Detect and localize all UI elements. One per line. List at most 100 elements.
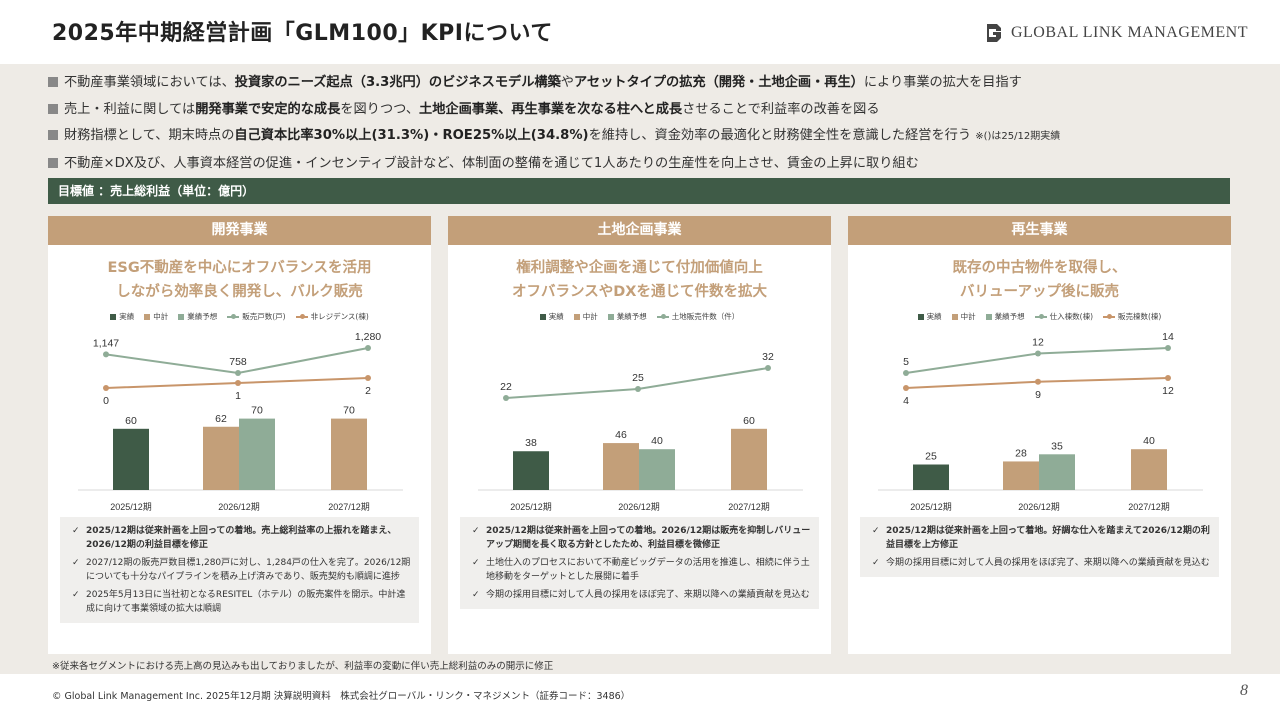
legend-line-icon (227, 313, 240, 319)
line-value-label: 9 (1035, 389, 1041, 401)
chart-legend: 実績 中計 業績予想 販売戸数(戸) 非レジデンス(棟) (48, 311, 431, 322)
line-point (235, 370, 241, 376)
note-text: 今期の採用目標に対して人員の採用をほぼ完了、来期以降への業績貢献を見込む (886, 558, 1210, 568)
legend-label: 実績 (548, 312, 564, 321)
x-tick-label: 2025/12期 (910, 502, 952, 512)
bullet-emphasis: 開発事業で安定的な成長 (195, 101, 341, 117)
line-value-label: 4 (903, 395, 909, 407)
panel-subtitle: 既存の中古物件を取得し、 バリューアップ後に販売 (848, 256, 1231, 304)
x-tick-label: 2025/12期 (510, 502, 552, 512)
checkmark-icon: ✓ (472, 558, 480, 568)
chart-renovation: 25 2025/12期 28 35 2026/12期 40 2027/12期 5 12 14 4 9 1… (878, 331, 1203, 512)
summary-bullets: 不動産事業領域においては、投資家のニーズ起点（3.3兆円）のビジネスモデル構築や… (48, 70, 1258, 177)
checkmark-icon: ✓ (472, 590, 480, 600)
bar (1131, 449, 1167, 490)
legend-swatch (951, 313, 958, 320)
x-tick-label: 2027/12期 (728, 502, 770, 512)
legend-item: 業績予想 (178, 311, 217, 322)
line-value-label: 32 (762, 351, 774, 363)
line-point (365, 375, 371, 381)
bar-value-label: 40 (651, 435, 663, 447)
target-label-bar: 目標値 ：売上総利益（単位：億円） (48, 178, 1230, 204)
panel-renovation: 再生事業 既存の中古物件を取得し、 バリューアップ後に販売 実績 中計 業績予想 仕入… (848, 216, 1231, 654)
panel-title: 土地企画事業 (448, 216, 831, 245)
legend-line-icon (1103, 313, 1115, 319)
line-value-label: 0 (103, 395, 109, 407)
line-point (903, 370, 909, 376)
checkmark-icon: ✓ (472, 526, 480, 536)
x-tick-label: 2027/12期 (328, 502, 370, 512)
line-point (1165, 375, 1171, 381)
line-point (103, 385, 109, 391)
panel-subtitle: 権利調整や企画を通じて付加価値向上 オフバランスやDXを通じて件数を拡大 (448, 256, 831, 304)
legend-swatch (607, 313, 614, 320)
line-value-label: 14 (1162, 331, 1174, 343)
bar-value-label: 25 (925, 451, 937, 463)
line-value-label: 22 (500, 381, 512, 393)
legend-label: 業績予想 (187, 312, 218, 321)
line-point (1165, 345, 1171, 351)
legend-line-icon (1034, 313, 1047, 319)
note-item: ✓ 2025/12期は従来計画を上回って着地。好調な仕入を踏まえて2026/12期… (868, 524, 1211, 552)
bullet-emphasis: （開発・土地企画・再生） (705, 75, 864, 90)
legend-line-icon (295, 313, 308, 319)
note-item: ✓ 2027/12期の販売戸数目標1,280戸に対し、1,284戸の仕入を完了。2… (68, 556, 411, 584)
bullet-text: 財務指標として、期末時点の (64, 128, 235, 143)
legend-item: 中計 (573, 311, 598, 322)
note-item: ✓ 2025年5月13日に当社初となるRESITEL（ホテル）の販売案件を開示。中… (68, 588, 411, 616)
legend-label: 業績予想 (616, 312, 647, 321)
line-point (765, 365, 771, 371)
x-tick-label: 2026/12期 (1018, 502, 1060, 512)
x-tick-label: 2027/12期 (1128, 502, 1170, 512)
panel-notes: ✓ 2025/12期は従来計画を上回っての着地。売上総利益率の上振れを踏まえ、20… (60, 517, 419, 623)
legend-label: 業績予想 (994, 312, 1025, 321)
legend-label: 中計 (960, 312, 976, 321)
page-title: 2025年中期経営計画「GLM100」KPIについて (52, 21, 553, 46)
bar-value-label: 62 (215, 413, 227, 425)
note-text: 2027/12期の販売戸数目標1,280戸に対し、1,284戸の仕入を完了。20… (86, 558, 411, 582)
bar-value-label: 46 (615, 429, 627, 441)
note-item: ✓ 今期の採用目標に対して人員の採用をほぼ完了、来期以降への業績貢献を見込む (868, 556, 1211, 570)
page-number: 8 (1240, 682, 1248, 699)
legend-swatch (573, 313, 580, 320)
bar-value-label: 70 (343, 405, 355, 417)
line-point (103, 351, 109, 358)
bar (239, 418, 275, 490)
line-value-label: 1,280 (355, 331, 381, 343)
legend-item: 非レジデンス(棟) (295, 311, 369, 322)
chart-development: 60 2025/12期 62 70 2026/12期 70 2027/12期 1,147 758… (78, 331, 403, 512)
summary-bullet: 不動産×DX及び、人事資本経営の促進・インセンティブ設計など、体制面の整備を通じ… (48, 151, 1258, 178)
chart-legend: 実績 中計 業績予想 土地販売件数（件） (448, 311, 831, 322)
note-item: ✓ 2025/12期は従来計画を上回っての着地。売上総利益率の上振れを踏まえ、20… (68, 524, 411, 552)
legend-swatch (539, 313, 546, 320)
panel-notes: ✓ 2025/12期は従来計画を上回っての着地。2026/12期は販売を抑制しバリ… (460, 517, 819, 609)
legend-item: 実績 (110, 311, 134, 322)
panel-development: 開発事業 ESG不動産を中心にオフバランスを活用 しながら効率良く開発し、バルク… (48, 216, 431, 654)
bar (203, 426, 239, 490)
chart-land-planning: 38 2025/12期 46 40 2026/12期 60 2027/12期 22 25 32 (478, 351, 803, 512)
bar-value-label: 70 (251, 405, 263, 417)
legend-label: 販売棟数(棟) (1118, 312, 1162, 321)
legend-item: 実績 (539, 311, 564, 322)
line-point (503, 395, 509, 401)
bar (1003, 461, 1039, 490)
legend-line-icon (656, 313, 669, 319)
legend-item: 実績 (917, 311, 942, 322)
legend-swatch (144, 313, 151, 320)
bar-value-label: 28 (1015, 447, 1027, 459)
legend-label: 中計 (582, 312, 598, 321)
logo-text: GLOBAL LINK MANAGEMENT (1010, 24, 1248, 41)
bar (639, 449, 675, 490)
legend-swatch (110, 313, 117, 320)
line-value-label: 12 (1162, 385, 1174, 397)
footnote: ※従来各セグメントにおける売上高の見込みも出しておりましたが、利益率の変動に伴い… (52, 661, 554, 672)
bar (513, 451, 549, 490)
summary-bullet: 財務指標として、期末時点の自己資本比率30%以上(31.3%)・ROE25%以上… (48, 123, 1258, 151)
legend-item: 業績予想 (607, 311, 647, 322)
note-text: 2025/12期は従来計画を上回っての着地。2026/12期は販売を抑制しバリュ… (486, 526, 811, 550)
legend-item: 仕入棟数(棟) (1034, 311, 1093, 322)
legend-label: 仕入棟数(棟) (1049, 312, 1093, 321)
checkmark-icon: ✓ (72, 526, 80, 536)
legend-item: 業績予想 (985, 311, 1025, 322)
panel-title: 再生事業 (848, 216, 1231, 245)
